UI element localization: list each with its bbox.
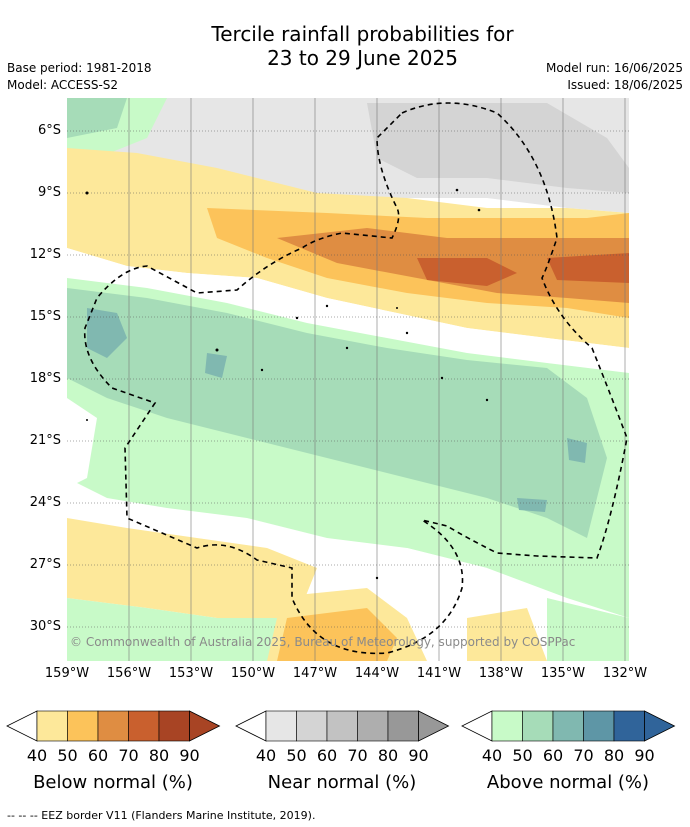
legend-tick-label: 40 [255,746,277,765]
legend-lower-arrow [461,710,493,742]
legend-tick-label: 80 [603,746,625,765]
above-normal-region [67,288,607,538]
lon-tick: 135°W [540,666,586,681]
above-normal-region [67,98,127,138]
legend-color-swatch [491,710,523,742]
legend-color-swatch [36,710,68,742]
above-normal-region [567,438,587,463]
legend-tick-label: 70 [118,746,139,765]
below-normal-region [417,258,517,286]
lon-tick: 138°W [478,666,524,681]
legend-color-swatch [357,710,389,742]
title-line-2: 23 to 29 June 2025 [267,46,458,70]
below-normal-region [467,608,547,661]
model-name: Model: ACCESS-S2 [7,78,119,92]
eez-footnote: -- -- -- EEZ border V11 (Flanders Marine… [7,809,316,822]
legend-color-swatch [522,710,554,742]
meta-right: Model run: 16/06/2025 Issued: 18/06/2025 [546,60,683,94]
lat-tick: 30°S [29,619,61,634]
legend-color-swatch [265,710,297,742]
lon-tick: 147°W [292,666,338,681]
legend-tick-label: 50 [512,746,533,765]
legend-tick-label: 70 [573,746,594,765]
lon-tick: 153°W [168,666,214,681]
legend-title-near: Near normal (%) [267,772,417,793]
lat-tick: 21°S [29,433,61,448]
normal-gap [367,548,487,618]
islands [85,188,489,580]
eez-borders [83,102,628,655]
above-normal-region [205,353,227,378]
legend-tick-label: 60 [542,746,564,765]
legend-tick-label: 90 [408,746,429,765]
legend-color-swatch [296,710,328,742]
legend-title-above: Above normal (%) [486,772,650,793]
legend-color-swatch [158,710,190,742]
lat-tick: 15°S [29,309,61,324]
lon-tick: 156°W [106,666,152,681]
legend-tick-label: 60 [87,746,109,765]
above-normal-region [517,498,547,512]
legend-tick-label: 50 [57,746,78,765]
legend-color-swatch [613,710,645,742]
lon-tick: 141°W [416,666,462,681]
above-normal-region [87,308,127,358]
below-normal-region [547,253,629,283]
lon-tick: 132°W [602,666,648,681]
legend-tick-label: 40 [26,746,48,765]
legend-upper-arrow [189,710,221,742]
lon-gridlines [128,98,626,661]
legend-color-swatch [326,710,358,742]
legend-upper-arrow [418,710,450,742]
legend-title-below: Below normal (%) [33,772,193,793]
lat-tick: 6°S [37,123,61,138]
base-period: Base period: 1981-2018 [7,61,152,75]
map-svg [67,98,629,661]
lat-tick: 9°S [37,185,61,200]
legend-tick-label: 60 [316,746,338,765]
model-run: Model run: 16/06/2025 [545,61,683,75]
lat-tick: 18°S [29,371,61,386]
legend-tick-label: 40 [481,746,503,765]
legend-tick-label: 90 [634,746,655,765]
map-title: Tercile rainfall probabilities for 23 to… [0,22,690,70]
legend-color-swatch [67,710,99,742]
issued-date: Issued: 18/06/2025 [567,78,683,92]
below-normal-region [277,608,397,661]
legend-tick-label: 70 [347,746,368,765]
legend-tick-label: 90 [179,746,200,765]
lon-tick: 159°W [44,666,90,681]
lon-tick: 150°W [230,666,276,681]
lat-gridlines [67,130,629,628]
legend-color-swatch [387,710,419,742]
meta-left: Base period: 1981-2018 Model: ACCESS-S2 [7,60,152,94]
legend-color-swatch [128,710,160,742]
copyright-note: © Commonwealth of Australia 2025, Bureau… [70,635,576,649]
below-normal-region [67,518,317,618]
legend-color-swatch [97,710,129,742]
legend-color-swatch [583,710,615,742]
legend-lower-arrow [235,710,267,742]
lon-tick: 144°W [354,666,400,681]
probability-map[interactable] [67,98,629,661]
normal-gap [67,248,629,373]
above-normal-region [67,598,277,661]
lat-tick: 12°S [29,247,61,262]
legend-tick-label: 50 [286,746,307,765]
above-normal-region [547,598,629,661]
lat-tick: 24°S [29,495,61,510]
legend-lower-arrow [6,710,38,742]
title-line-1: Tercile rainfall probabilities for [211,22,514,46]
legend-color-swatch [552,710,584,742]
near-normal-region [367,103,629,193]
normal-gap [67,398,97,488]
legend-upper-arrow [644,710,676,742]
legend-colorbars [6,710,676,742]
legend-tick-label: 80 [377,746,399,765]
legend-tick-label: 80 [148,746,170,765]
lat-tick: 27°S [29,557,61,572]
